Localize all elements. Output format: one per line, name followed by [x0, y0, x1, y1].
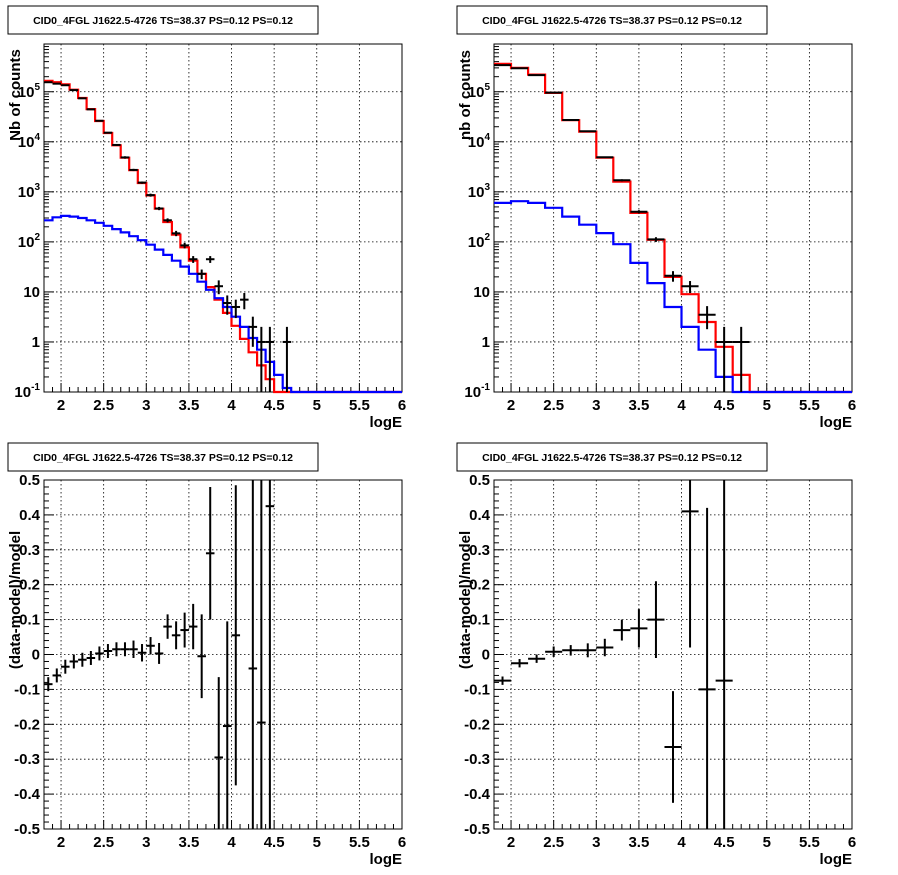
x-tick-label: 3.5: [628, 834, 649, 851]
x-axis-label: logE: [820, 414, 853, 431]
x-tick-label: 4.5: [714, 834, 735, 851]
x-tick-label: 2.5: [543, 397, 564, 414]
chart-title: CID0_4FGL J1622.5-4726 TS=38.37 PS=0.12 …: [33, 452, 293, 464]
x-tick-label: 2: [57, 397, 65, 414]
chart-title: CID0_4FGL J1622.5-4726 TS=38.37 PS=0.12 …: [482, 15, 742, 27]
x-tick-label: 4.5: [714, 397, 735, 414]
x-tick-label: 4: [227, 834, 236, 851]
y-tick-label: 0: [32, 647, 40, 664]
y-tick-label: 0.4: [19, 507, 41, 524]
x-tick-label: 5: [313, 397, 321, 414]
y-tick-label: -0.5: [464, 821, 490, 838]
x-axis-label: logE: [370, 851, 403, 868]
x-tick-label: 5.5: [349, 834, 370, 851]
y-tick-label: -0.4: [464, 786, 491, 803]
y-tick-label: 102: [18, 232, 41, 251]
y-tick-label: 10-1: [464, 382, 490, 401]
y-tick-label: 0.2: [19, 577, 40, 594]
y-tick-label: -0.4: [14, 786, 41, 803]
chart-panel-3: CID0_4FGL J1622.5-4726 TS=38.37 PS=0.12 …: [7, 442, 406, 868]
y-tick-label: 10: [23, 284, 40, 301]
x-tick-label: 4: [227, 397, 236, 414]
plot-frame: [493, 43, 853, 393]
chart-title-box: [456, 442, 768, 472]
y-tick-label: 10-1: [14, 382, 40, 401]
y-tick-label: 103: [468, 182, 491, 201]
chart-panel-1: CID0_4FGL J1622.5-4726 TS=38.37 PS=0.12 …: [7, 5, 406, 431]
x-tick-label: 2: [507, 834, 515, 851]
x-tick-label: 4: [677, 834, 686, 851]
y-tick-label: -0.1: [464, 681, 490, 698]
x-tick-label: 3.5: [178, 397, 199, 414]
x-tick-label: 5: [763, 397, 771, 414]
chart-title-box: [7, 442, 319, 472]
x-tick-label: 5.5: [799, 834, 820, 851]
y-axis-label: nb of counts: [457, 50, 474, 140]
y-tick-label: -0.3: [14, 751, 40, 768]
series-step-line-2: [494, 200, 852, 394]
y-tick-label: 0.5: [469, 472, 490, 489]
chart-panel-4: CID0_4FGL J1622.5-4726 TS=38.37 PS=0.12 …: [456, 442, 856, 868]
x-tick-label: 2: [57, 834, 65, 851]
y-tick-label: -0.5: [14, 821, 40, 838]
y-tick-label: -0.3: [464, 751, 490, 768]
x-tick-label: 3: [592, 397, 600, 414]
x-axis-label: logE: [820, 851, 853, 868]
chart-panel-2: CID0_4FGL J1622.5-4726 TS=38.37 PS=0.12 …: [456, 5, 856, 431]
x-tick-label: 6: [398, 397, 406, 414]
plot-frame: [43, 43, 403, 393]
chart-title: CID0_4FGL J1622.5-4726 TS=38.37 PS=0.12 …: [33, 15, 293, 27]
chart-title-box: [7, 5, 319, 35]
y-tick-label: 0.2: [469, 577, 490, 594]
x-tick-label: 4: [677, 397, 686, 414]
x-tick-label: 3: [142, 397, 150, 414]
x-tick-label: 4.5: [264, 834, 285, 851]
series-step-line-1: [494, 62, 852, 394]
y-tick-label: 0.5: [19, 472, 40, 489]
y-tick-label: -0.2: [464, 716, 490, 733]
x-tick-label: 3: [142, 834, 150, 851]
x-tick-label: 5.5: [799, 397, 820, 414]
y-tick-label: -0.2: [14, 716, 40, 733]
y-tick-label: 102: [468, 232, 491, 251]
x-tick-label: 4.5: [264, 397, 285, 414]
x-tick-label: 6: [848, 834, 856, 851]
y-axis-label: (data-model)/model: [7, 531, 24, 669]
chart-title: CID0_4FGL J1622.5-4726 TS=38.37 PS=0.12 …: [482, 452, 742, 464]
x-tick-label: 2.5: [93, 397, 114, 414]
series-step-line-1: [44, 79, 402, 394]
y-tick-label: 1: [482, 334, 490, 351]
x-tick-label: 5.5: [349, 397, 370, 414]
series-step-line-2: [44, 214, 402, 394]
y-tick-label: 103: [18, 182, 41, 201]
x-tick-label: 2.5: [93, 834, 114, 851]
y-tick-label: 0: [482, 647, 490, 664]
x-tick-label: 3.5: [628, 397, 649, 414]
x-tick-label: 5: [313, 834, 321, 851]
x-tick-label: 6: [848, 397, 856, 414]
x-tick-label: 3: [592, 834, 600, 851]
y-tick-label: 1: [32, 334, 40, 351]
y-tick-label: 0.1: [469, 612, 490, 629]
x-axis-label: logE: [370, 414, 403, 431]
y-tick-label: 0.1: [19, 612, 40, 629]
y-tick-label: 0.4: [469, 507, 491, 524]
x-tick-label: 3.5: [178, 834, 199, 851]
x-tick-label: 5: [763, 834, 771, 851]
y-tick-label: 10: [473, 284, 490, 301]
y-tick-label: -0.1: [14, 681, 40, 698]
y-axis-label: (data-model)/model: [457, 531, 474, 669]
x-tick-label: 2: [507, 397, 515, 414]
x-tick-label: 6: [398, 834, 406, 851]
y-axis-label: Nb of counts: [7, 49, 24, 141]
y-tick-label: 0.3: [469, 542, 490, 559]
x-tick-label: 2.5: [543, 834, 564, 851]
y-tick-label: 0.3: [19, 542, 40, 559]
chart-title-box: [456, 5, 768, 35]
